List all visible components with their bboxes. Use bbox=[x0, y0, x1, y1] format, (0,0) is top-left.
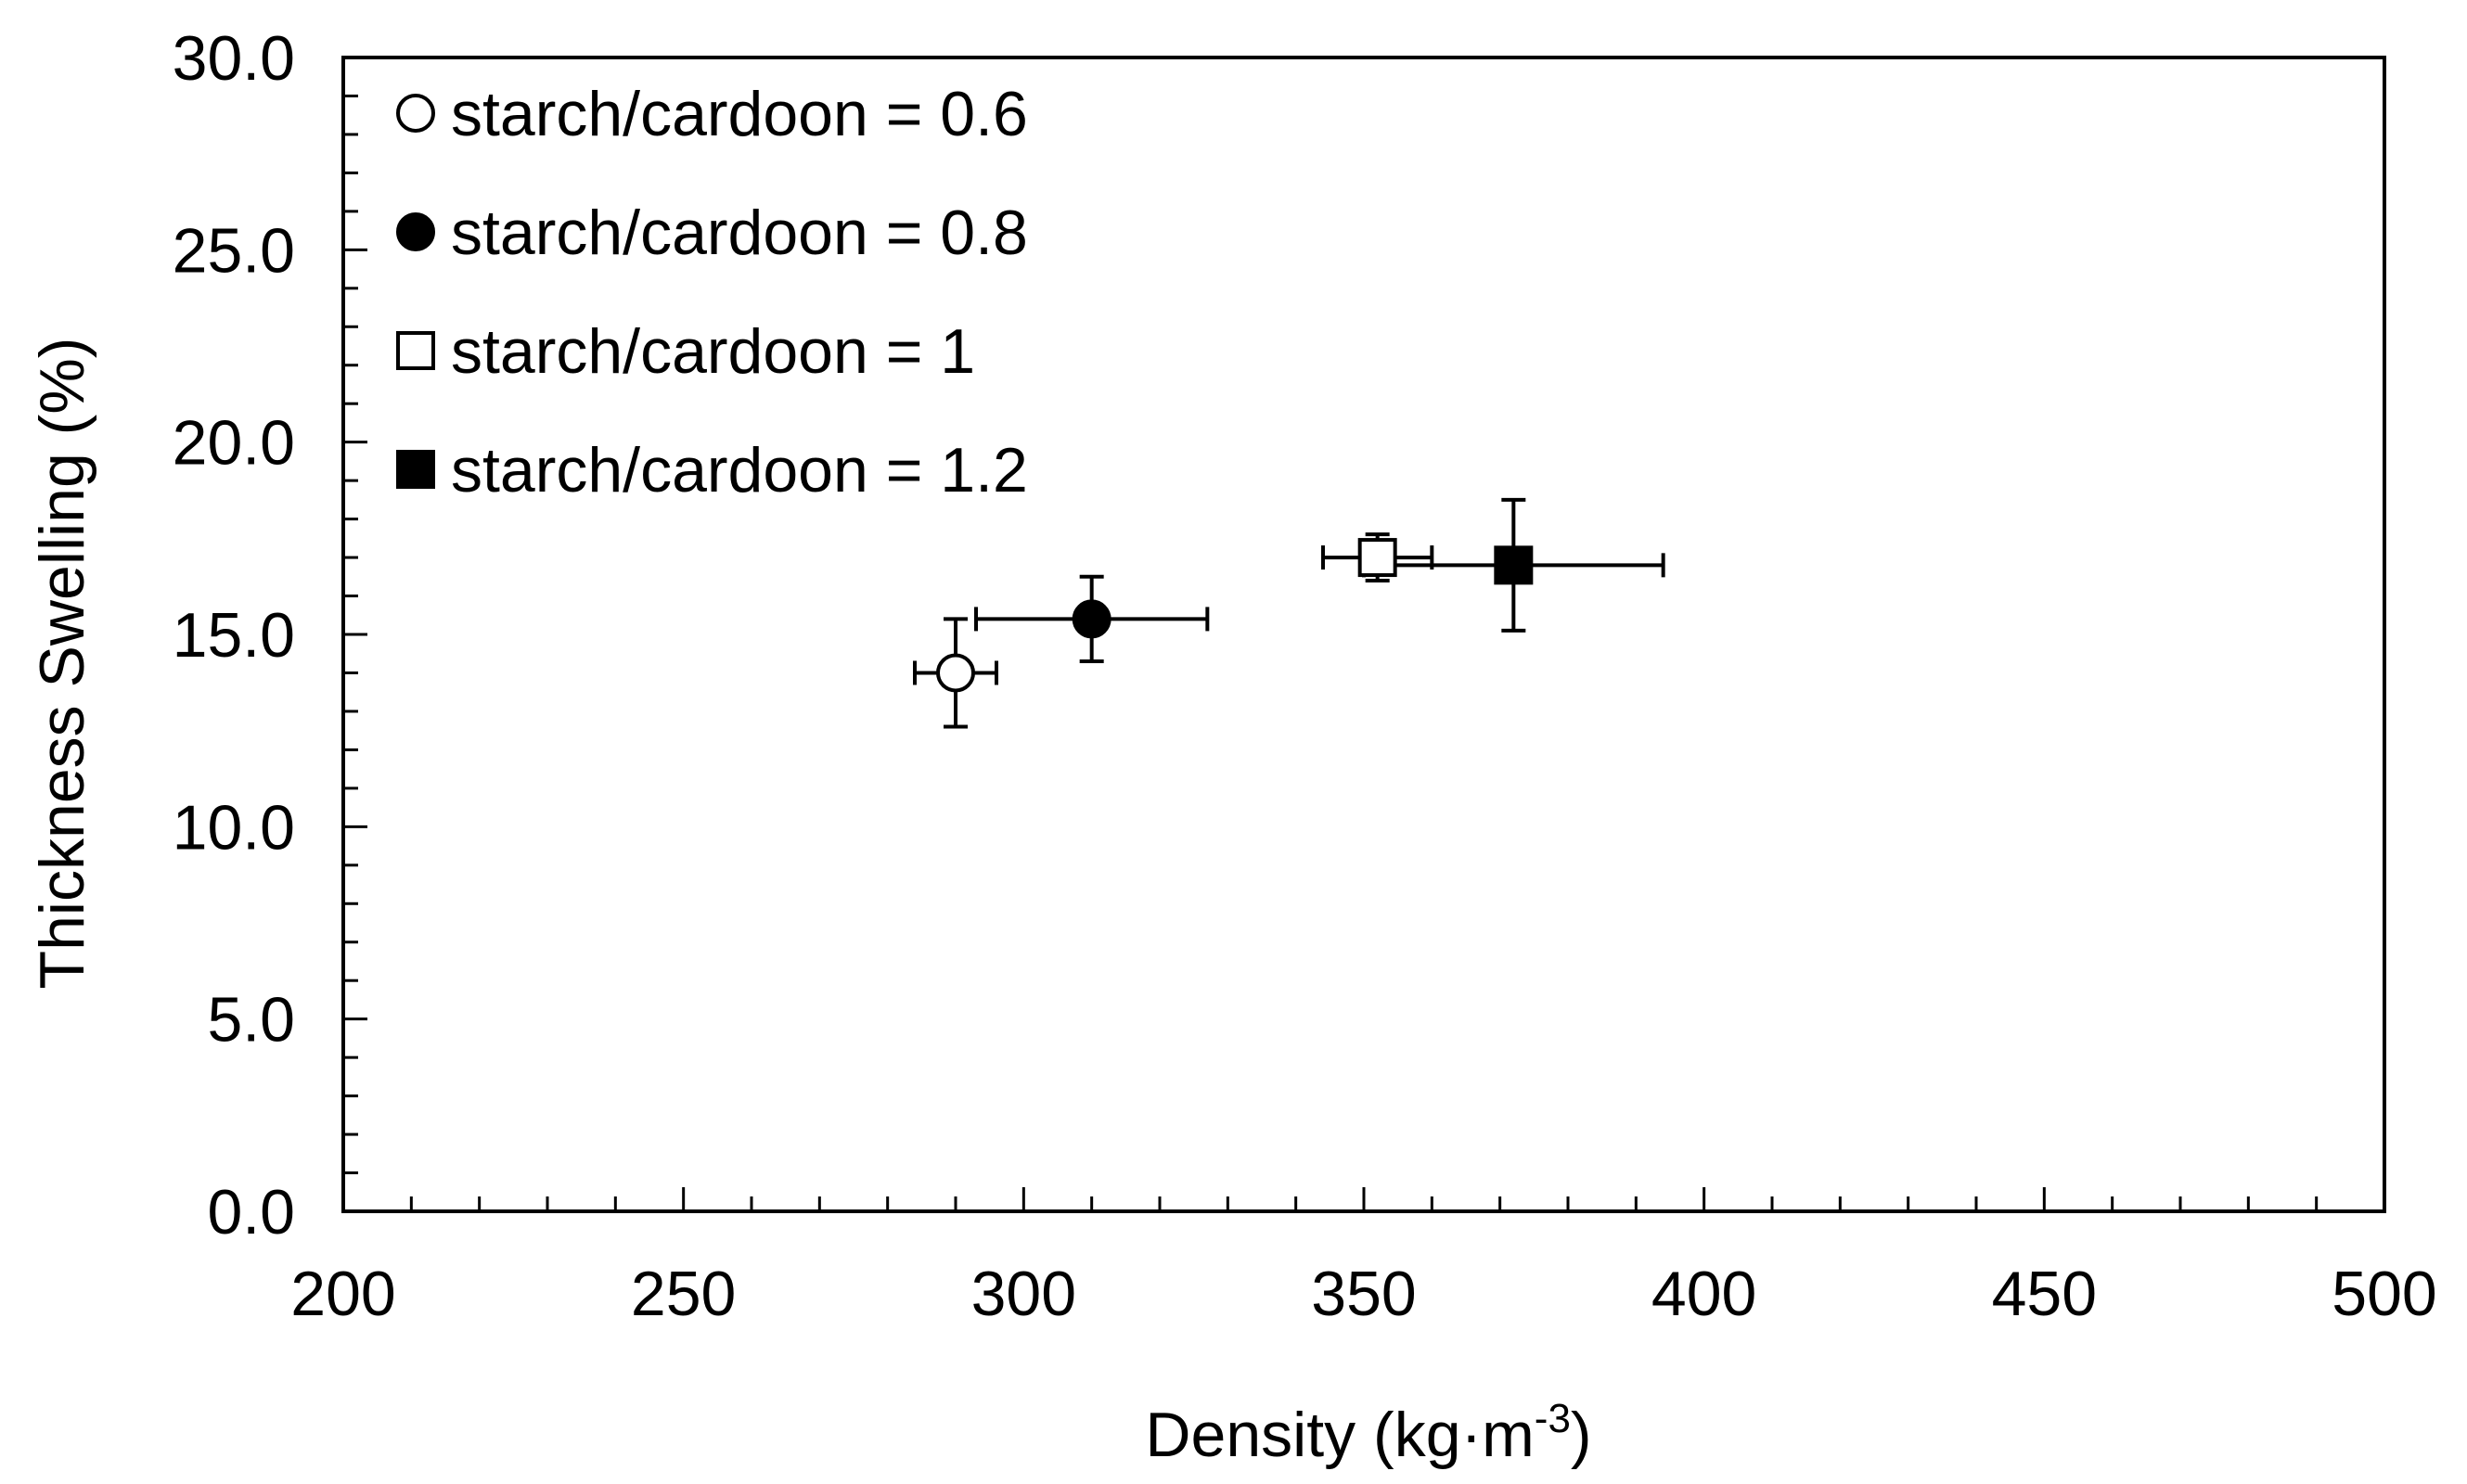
x-axis-title: Density (kg·m-3) bbox=[1145, 1396, 1591, 1470]
x-tick-label: 450 bbox=[1992, 1259, 2097, 1329]
y-tick-label: 5.0 bbox=[207, 985, 295, 1055]
legend-marker bbox=[396, 212, 435, 251]
legend-marker bbox=[396, 94, 435, 133]
x-tick-label: 350 bbox=[1311, 1259, 1416, 1329]
data-point-series-3 bbox=[1494, 545, 1534, 585]
x-tick-label: 400 bbox=[1651, 1259, 1756, 1329]
legend-label: starch/cardoon = 1 bbox=[451, 316, 975, 387]
data-point-series-1 bbox=[1072, 599, 1111, 639]
legend-label: starch/cardoon = 1.2 bbox=[451, 435, 1028, 505]
axis-ticks bbox=[341, 56, 2386, 1213]
x-tick-label: 250 bbox=[631, 1259, 736, 1329]
x-tick-label: 500 bbox=[2332, 1259, 2436, 1329]
y-tick-label: 20.0 bbox=[173, 408, 295, 479]
y-tick-label: 30.0 bbox=[173, 23, 295, 94]
legend-item: starch/cardoon = 1 bbox=[396, 316, 975, 387]
data-points bbox=[936, 538, 1534, 693]
y-tick-label: 25.0 bbox=[173, 215, 295, 286]
legend-item: starch/cardoon = 0.8 bbox=[396, 198, 1028, 268]
legend-label: starch/cardoon = 0.8 bbox=[451, 198, 1028, 268]
plot-area-frame bbox=[341, 56, 2386, 1213]
legend-item: starch/cardoon = 1.2 bbox=[396, 435, 1028, 505]
y-tick-label: 10.0 bbox=[173, 792, 295, 863]
tick-labels: 200 250 300 350 400 450 500 0.0 5.0 10.0 15.0 20.0 2… bbox=[173, 23, 2437, 1329]
legend-label: starch/cardoon = 0.6 bbox=[451, 79, 1028, 149]
x-tick-label: 300 bbox=[971, 1259, 1076, 1329]
error-bars bbox=[913, 497, 1665, 729]
y-axis-title-group: Thickness Swelling (%) bbox=[27, 338, 97, 990]
y-axis-title: Thickness Swelling (%) bbox=[27, 338, 97, 990]
legend-item: starch/cardoon = 0.6 bbox=[396, 79, 1028, 149]
x-tick-label: 200 bbox=[290, 1259, 395, 1329]
y-tick-label: 15.0 bbox=[173, 600, 295, 671]
legend-marker bbox=[396, 331, 435, 370]
legend: starch/cardoon = 0.6 starch/cardoon = 0.8… bbox=[396, 79, 1028, 505]
data-point-series-0 bbox=[936, 653, 975, 693]
y-tick-label: 0.0 bbox=[207, 1177, 295, 1247]
data-point-series-2 bbox=[1357, 538, 1397, 578]
legend-marker bbox=[396, 450, 435, 489]
